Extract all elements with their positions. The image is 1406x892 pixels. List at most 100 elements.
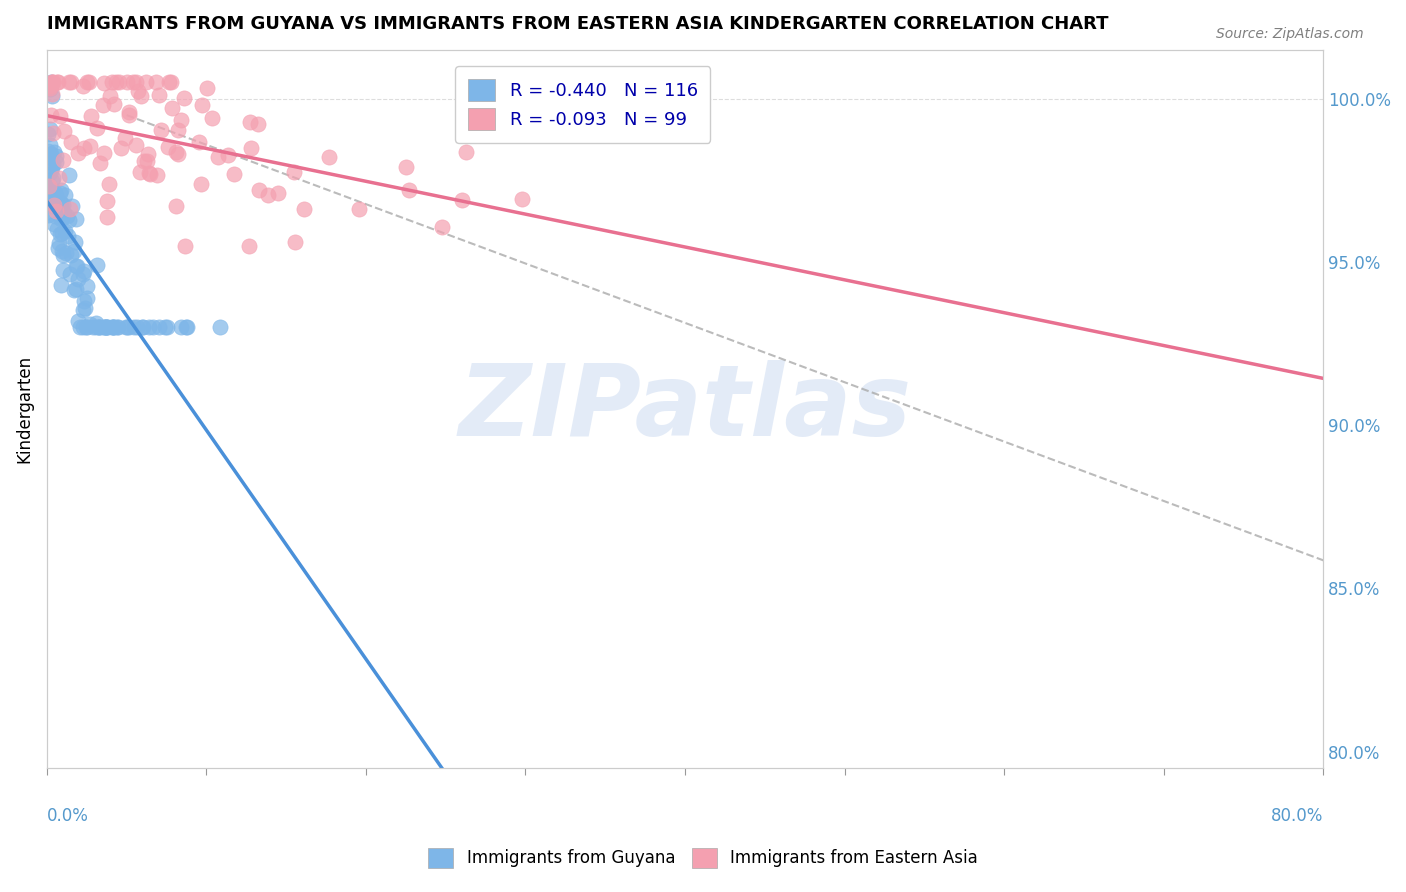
Point [79, 318, 101, 332]
Point [131, 320, 153, 334]
Point [103, 320, 125, 334]
Point [72, 267, 94, 281]
Point [127, 84, 149, 98]
Point [73, 301, 96, 315]
Point [49, 277, 72, 292]
Point [149, 123, 172, 137]
Point [49, 195, 72, 210]
Point [76, 278, 98, 293]
Point [44, 209, 66, 223]
Point [136, 146, 159, 161]
Point [173, 238, 195, 252]
Point [101, 320, 124, 334]
Point [224, 168, 246, 182]
Point [91, 320, 114, 334]
Point [58, 75, 80, 89]
Point [165, 198, 187, 212]
Point [38, 121, 60, 136]
Point [115, 320, 138, 334]
Text: 0.0%: 0.0% [46, 807, 89, 825]
Point [170, 112, 193, 127]
Point [98, 177, 121, 191]
Point [41, 75, 63, 89]
Point [132, 153, 155, 168]
Point [42, 197, 65, 211]
Point [37, 179, 59, 194]
Point [93, 76, 115, 90]
Point [94, 320, 117, 334]
Point [55, 245, 77, 260]
Point [138, 166, 160, 180]
Point [46, 241, 69, 255]
Point [51, 244, 73, 258]
Point [48, 171, 70, 186]
Point [170, 320, 193, 334]
Point [72, 303, 94, 318]
Point [53, 188, 76, 202]
Point [129, 89, 152, 103]
Point [73, 264, 96, 278]
Point [53, 124, 76, 138]
Point [41, 174, 63, 188]
Point [42, 217, 65, 231]
Point [53, 206, 76, 220]
Point [190, 177, 212, 191]
Point [42, 199, 65, 213]
Point [63, 283, 86, 297]
Point [65, 259, 87, 273]
Point [37, 145, 59, 159]
Point [256, 188, 278, 202]
Point [42, 170, 65, 185]
Point [41, 164, 63, 178]
Point [60, 75, 83, 89]
Point [148, 320, 170, 334]
Point [42, 127, 65, 141]
Point [174, 320, 197, 334]
Point [39, 149, 62, 163]
Point [89, 320, 111, 334]
Point [135, 154, 157, 169]
Point [53, 224, 76, 238]
Point [39, 78, 62, 93]
Text: IMMIGRANTS FROM GUYANA VS IMMIGRANTS FROM EASTERN ASIA KINDERGARTEN CORRELATION : IMMIGRANTS FROM GUYANA VS IMMIGRANTS FRO… [46, 15, 1108, 33]
Point [37, 180, 59, 194]
Point [103, 97, 125, 112]
Point [94, 320, 117, 334]
Point [176, 320, 198, 334]
Point [45, 149, 67, 163]
Point [96, 194, 118, 208]
Point [247, 117, 270, 131]
Point [156, 320, 179, 334]
Point [41, 160, 63, 174]
Point [191, 98, 214, 112]
Point [432, 220, 454, 235]
Point [51, 183, 73, 197]
Point [41, 87, 63, 101]
Point [82, 320, 104, 334]
Point [98, 89, 121, 103]
Point [46, 75, 69, 89]
Point [65, 235, 87, 249]
Point [72, 79, 94, 94]
Point [91, 97, 114, 112]
Point [84, 316, 107, 330]
Point [86, 259, 108, 273]
Point [37, 127, 59, 141]
Point [39, 108, 62, 122]
Point [125, 137, 148, 152]
Point [52, 153, 75, 168]
Point [114, 131, 136, 145]
Point [42, 156, 65, 170]
Point [201, 111, 224, 125]
Point [75, 320, 97, 334]
Point [139, 167, 162, 181]
Point [72, 140, 94, 154]
Point [56, 228, 79, 243]
Point [49, 200, 72, 214]
Point [39, 81, 62, 95]
Point [105, 75, 128, 89]
Point [115, 75, 138, 89]
Point [55, 209, 77, 223]
Point [456, 145, 478, 159]
Point [58, 213, 80, 227]
